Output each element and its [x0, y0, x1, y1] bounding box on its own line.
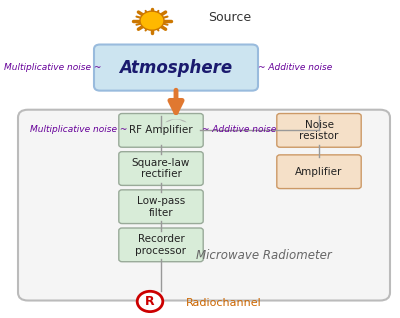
FancyBboxPatch shape — [277, 114, 361, 147]
Text: Amplifier: Amplifier — [295, 167, 343, 177]
FancyBboxPatch shape — [119, 152, 203, 185]
Text: Atmosphere: Atmosphere — [120, 59, 232, 77]
Text: Microwave Radiometer: Microwave Radiometer — [196, 250, 332, 262]
FancyBboxPatch shape — [119, 114, 203, 147]
Text: Source: Source — [208, 11, 251, 24]
Polygon shape — [165, 119, 187, 122]
Text: Low-pass
filter: Low-pass filter — [137, 196, 185, 218]
Text: Noise
resistor: Noise resistor — [299, 120, 339, 141]
FancyBboxPatch shape — [119, 190, 203, 224]
Text: R: R — [145, 295, 155, 308]
Text: ~ Additive noise: ~ Additive noise — [258, 63, 332, 72]
FancyBboxPatch shape — [18, 110, 390, 301]
Text: Multiplicative noise ~: Multiplicative noise ~ — [30, 125, 127, 134]
Circle shape — [140, 11, 164, 30]
Text: Recorder
processor: Recorder processor — [136, 234, 186, 256]
FancyBboxPatch shape — [94, 45, 258, 91]
Circle shape — [137, 291, 163, 312]
FancyBboxPatch shape — [119, 228, 203, 262]
Text: RF Amplifier: RF Amplifier — [129, 125, 193, 135]
FancyBboxPatch shape — [277, 155, 361, 189]
Text: Multiplicative noise ~: Multiplicative noise ~ — [4, 63, 101, 72]
Text: Square-law
rectifier: Square-law rectifier — [132, 158, 190, 179]
Text: Radiochannel: Radiochannel — [186, 298, 262, 308]
Text: ~ Additive noise: ~ Additive noise — [202, 125, 276, 134]
